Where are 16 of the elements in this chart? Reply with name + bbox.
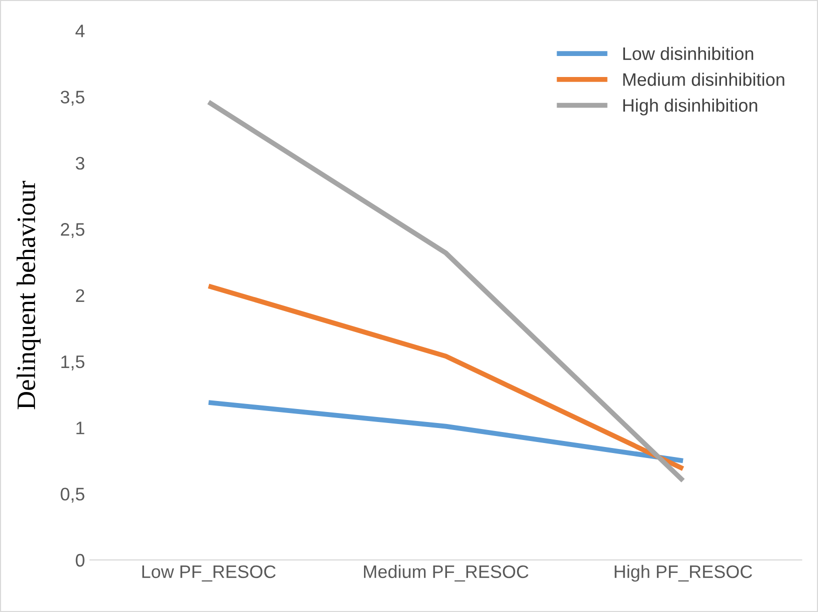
y-tick-label: 3,5 [60,90,84,106]
legend-label: High disinhibition [623,98,758,116]
y-tick-label: 0,5 [60,488,84,503]
y-tick-label: 1 [76,422,84,434]
legend-label: Low disinhibition [623,46,754,60]
legend-label: Medium disinhibition [623,72,784,86]
x-tick-label: Medium PF_RESOC [364,564,528,582]
y-axis-title: Delinquent behaviour [16,180,41,410]
y-tick-label: 2,5 [60,223,84,238]
x-tick-label: High PF_RESOC [614,564,752,582]
y-tick-label: 0 [76,554,84,567]
y-tick-label: 1,5 [61,356,84,370]
x-tick-label: Low PF_RESOC [142,565,276,582]
y-tick-label: 2 [76,289,84,302]
y-tick-label: 4 [75,24,85,38]
y-tick-label: 3 [76,156,84,170]
